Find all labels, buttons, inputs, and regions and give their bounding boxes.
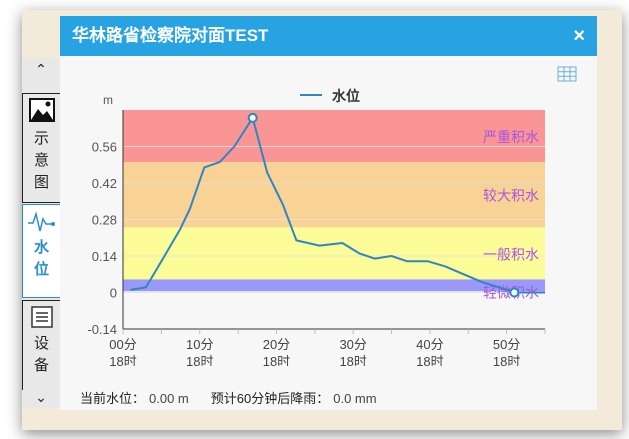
y-tick-label: -0.14	[87, 322, 117, 337]
tab-water-level[interactable]: 水位	[22, 204, 60, 298]
band-1	[123, 162, 545, 228]
band-label: 一般积水	[483, 246, 539, 262]
close-button[interactable]: ×	[573, 25, 585, 47]
scroll-up-button[interactable]: ⌃	[35, 61, 47, 77]
water-level-line	[130, 116, 545, 294]
band-label: 较大积水	[483, 188, 539, 204]
x-tick-label: 18时	[493, 354, 520, 366]
tab-diagram[interactable]: 示意图	[22, 93, 60, 203]
y-tick-label: 0.42	[92, 176, 117, 191]
x-tick-label: 20分	[263, 337, 290, 352]
legend-label: 水位	[332, 88, 360, 104]
x-tick-label: 18时	[339, 354, 366, 366]
current-level-value: 0.00 m	[149, 391, 189, 406]
x-tick-label: 40分	[416, 337, 443, 352]
current-level-label: 当前水位：	[80, 391, 146, 406]
sidebar: ⌃ 示意图 水位 设备 ⌄	[22, 58, 60, 408]
status-bar: 当前水位： 0.00 m 预计60分钟后降雨： 0.0 mm	[80, 388, 381, 407]
tab-label: 示意图	[33, 130, 49, 191]
x-tick-label: 00分	[109, 337, 136, 352]
x-tick-label: 30分	[339, 337, 366, 352]
tab-label: 设备	[33, 335, 49, 374]
data-point-marker	[247, 112, 258, 123]
forecast-label: 预计60分钟后降雨：	[210, 391, 330, 406]
window-title-bar: 华林路省检察院对面TEST ×	[60, 16, 597, 56]
y-tick-label: 0	[110, 286, 117, 301]
band-3	[123, 279, 545, 292]
forecast-value: 0.0 mm	[333, 391, 377, 406]
band-2	[123, 227, 545, 280]
tab-label: 水位	[33, 239, 49, 278]
x-tick-label: 18时	[186, 354, 213, 366]
x-tick-label: 10分	[186, 337, 213, 352]
x-tick-label: 50分	[493, 337, 520, 352]
y-tick-label: 0.14	[92, 249, 117, 264]
table-view-icon[interactable]	[557, 66, 577, 82]
y-tick-label: 0.28	[92, 213, 117, 228]
band-label: 严重积水	[483, 129, 539, 145]
scroll-down-button[interactable]: ⌄	[35, 389, 47, 405]
window-title: 华林路省检察院对面TEST	[72, 26, 269, 45]
popup-window: 华林路省检察院对面TEST × -0.14 0 0.14 0.28 0.42 0.56 严重…	[60, 16, 597, 410]
y-axis-unit: m	[103, 93, 113, 107]
x-tick-label: 18时	[109, 354, 136, 366]
band-0	[123, 110, 545, 163]
y-tick-label: 0.56	[92, 140, 117, 155]
waveform-icon	[27, 211, 55, 232]
x-tick-label: 18时	[263, 354, 290, 366]
document-icon	[30, 306, 53, 328]
x-tick-label: 18时	[416, 354, 443, 366]
water-level-chart: -0.1400.140.280.420.56严重积水较大积水一般积水轻微积水00…	[87, 88, 546, 366]
data-point-marker	[509, 287, 520, 298]
image-icon	[28, 98, 55, 122]
tab-device[interactable]: 设备	[22, 300, 60, 390]
